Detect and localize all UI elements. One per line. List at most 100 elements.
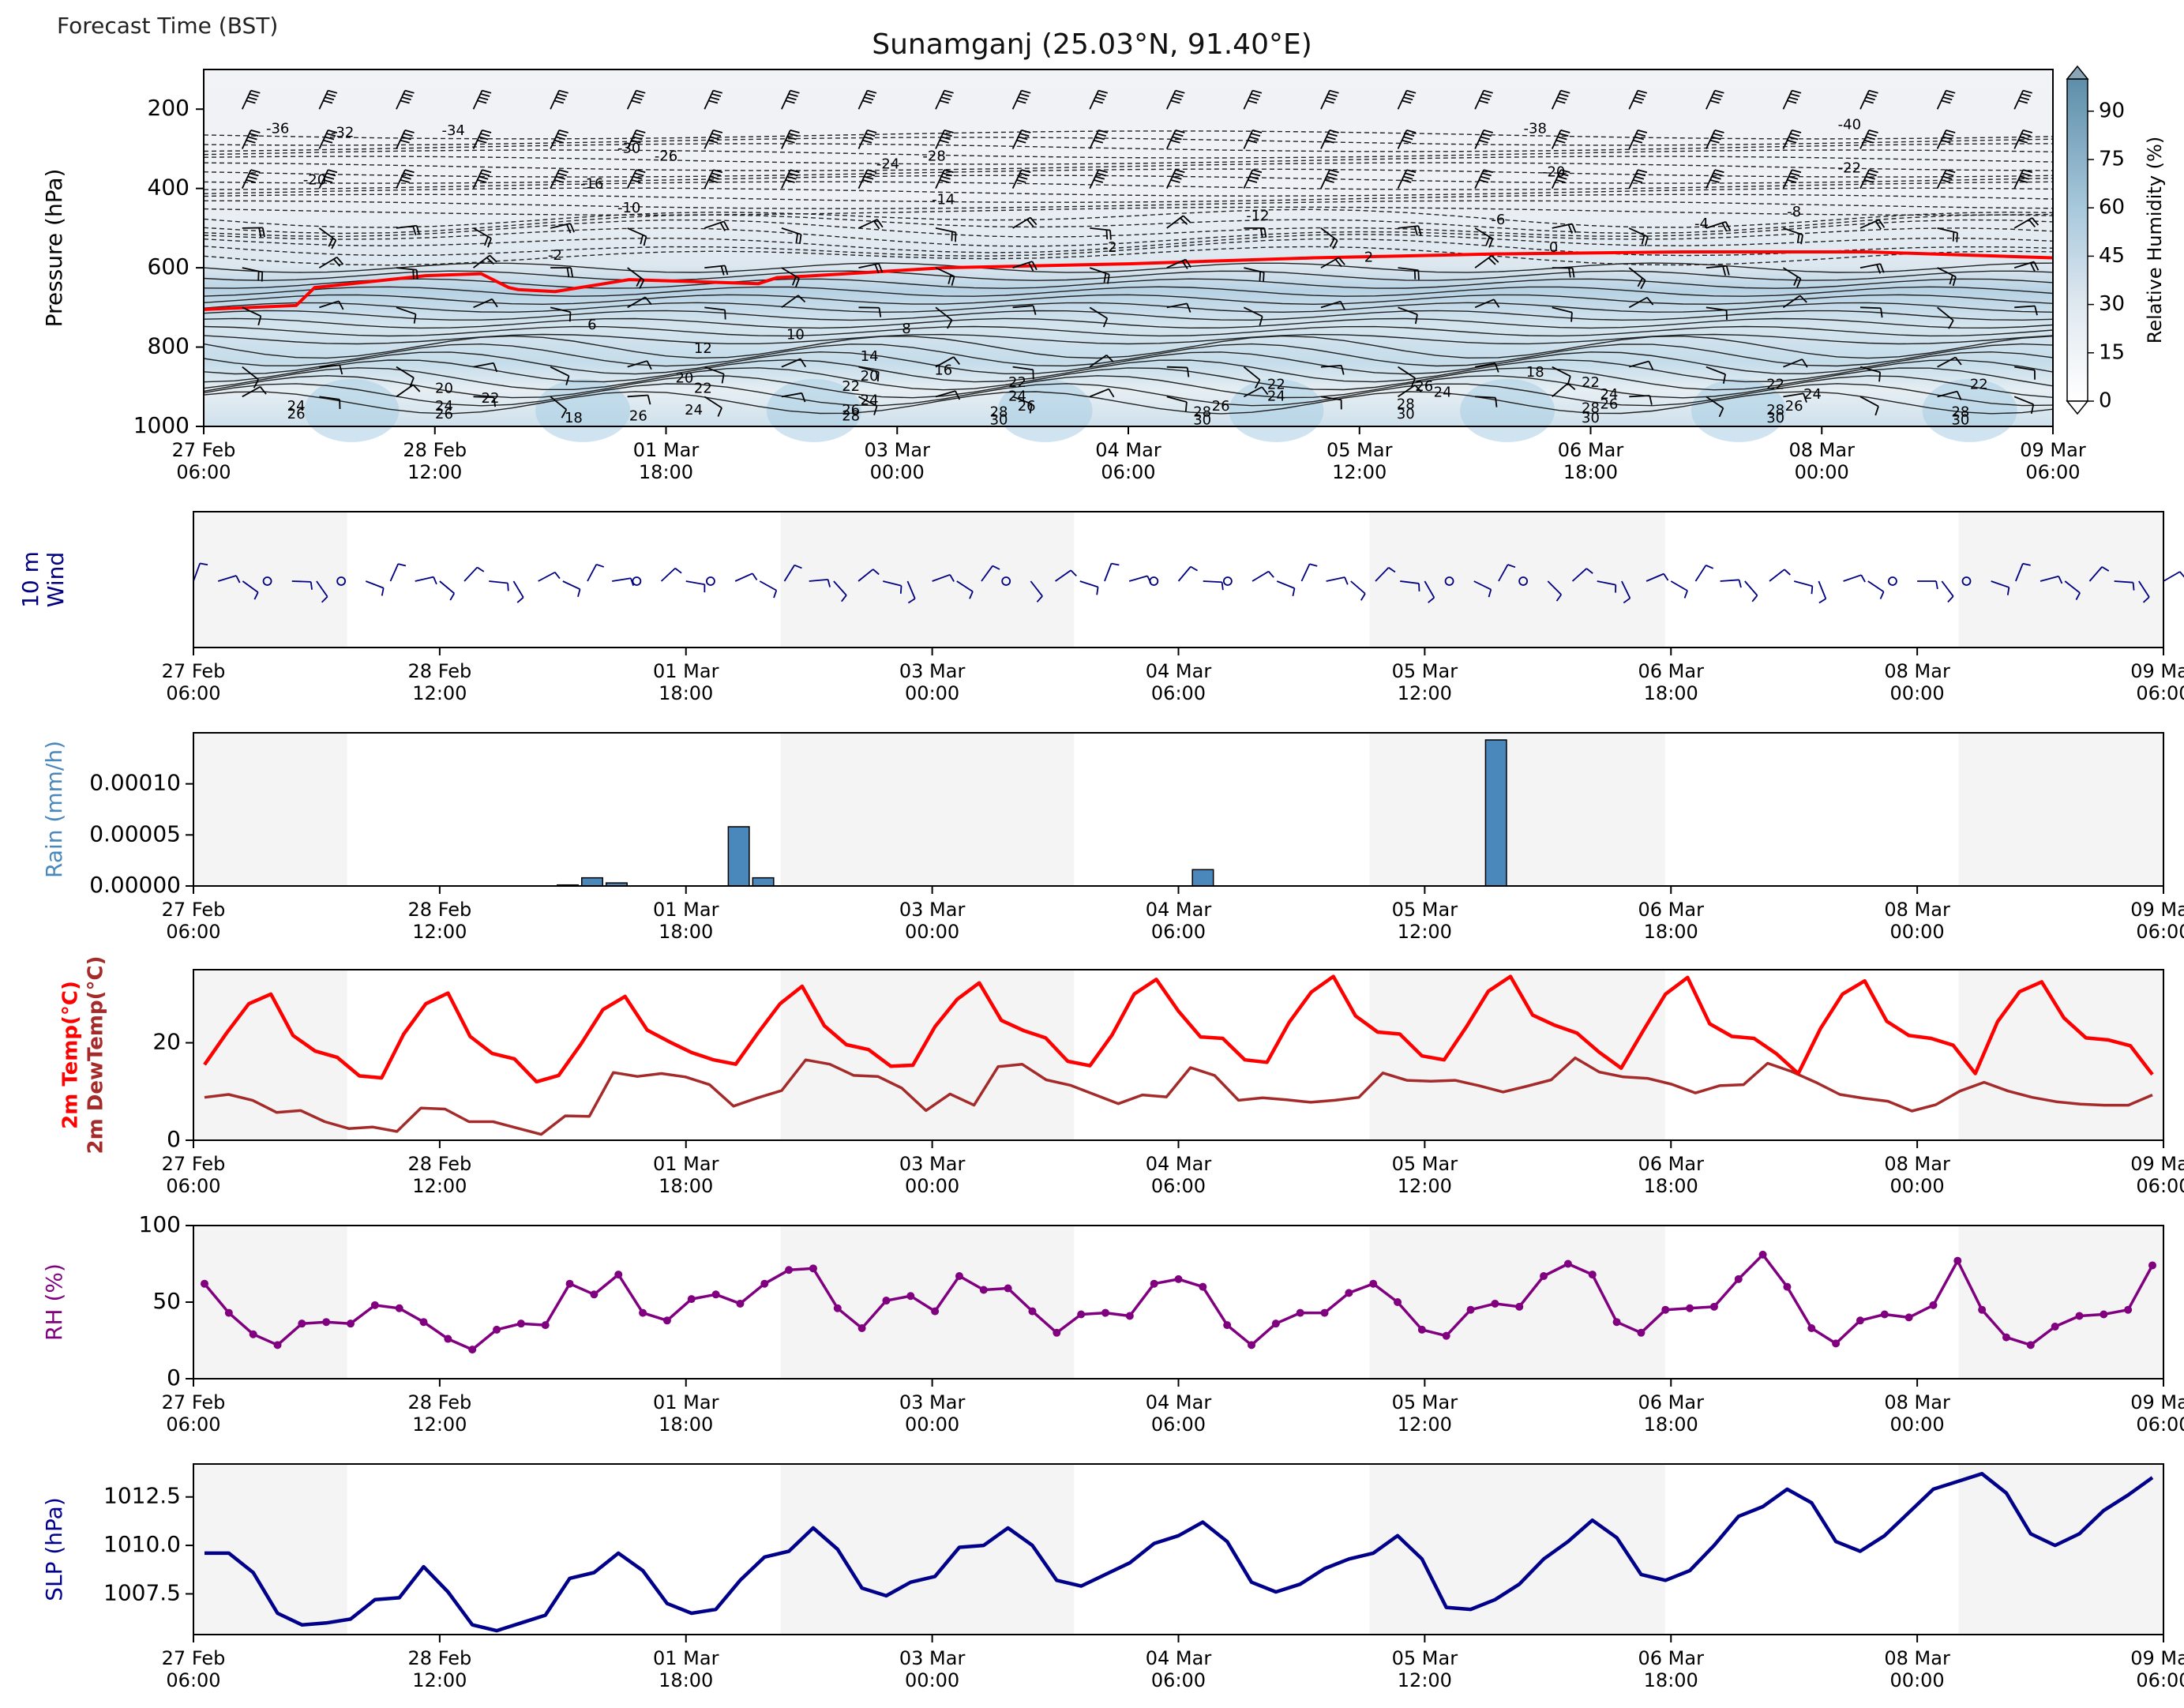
barb-flag: [1683, 590, 1688, 599]
wind-frame: [193, 511, 2164, 648]
warm-contour: [203, 302, 2054, 313]
contour-label: 12: [694, 340, 712, 357]
wind-barb: [1166, 396, 1188, 412]
contour-label: 30: [990, 411, 1008, 428]
contour-label: -8: [1787, 204, 1801, 220]
barb-flag: [876, 371, 880, 381]
rh-line: [203, 1253, 2154, 1351]
barb-flag: [723, 220, 730, 231]
contour-label: -12: [1246, 208, 1269, 224]
barb-flag: [401, 96, 411, 101]
barb-flag: [1329, 89, 1339, 94]
wind-barb: [1706, 89, 1724, 110]
surface-wind-barb: [316, 580, 328, 603]
barb-shaft: [512, 580, 524, 599]
barb-shaft: [858, 396, 878, 407]
surface-wind-barb: [1597, 580, 1617, 593]
contour-label: -14: [932, 192, 955, 208]
wind-barb: [1089, 267, 1110, 284]
barb-shaft: [193, 563, 201, 582]
barb-flag: [1417, 270, 1420, 280]
barb-flag: [630, 577, 634, 587]
barb-flag: [1718, 407, 1724, 418]
barb-flag: [1249, 175, 1259, 180]
contour-label: 26: [1600, 396, 1618, 412]
barb-flag: [791, 276, 797, 286]
barb-flag: [328, 130, 338, 133]
barb-flag: [1410, 377, 1417, 388]
barb-shaft: [1571, 568, 1587, 582]
surface-wind-barb: [1104, 562, 1120, 582]
barb-flag: [1559, 172, 1569, 177]
barb-flag: [1952, 276, 1957, 287]
barb-flag: [1324, 99, 1334, 104]
barb-flag: [1567, 224, 1573, 234]
barb-flag: [708, 178, 719, 183]
cold-contour: [203, 181, 2054, 190]
barb-flag: [516, 596, 524, 603]
temp-xtick-time: 18:00: [1644, 1175, 1698, 1197]
colorbar-label: Relative Humidity (%): [2144, 137, 2166, 343]
cold-contour: [203, 156, 2054, 165]
barb-flag: [713, 169, 723, 174]
barb-flag: [1184, 401, 1188, 412]
rain-ytick-label: 0.00000: [89, 872, 181, 898]
wind-barb: [1628, 130, 1648, 149]
barb-flag: [1709, 139, 1720, 144]
rh-night-band: [1958, 1226, 2163, 1379]
barb-shaft: [2040, 575, 2059, 582]
cs-xtick-time: 12:00: [1332, 461, 1387, 483]
barb-flag: [253, 591, 259, 600]
barb-shaft: [1089, 388, 1109, 398]
barb-flag: [336, 257, 344, 265]
barb-flag: [1326, 96, 1336, 101]
barb-flag: [1944, 133, 1954, 137]
contour-label: 26: [629, 407, 647, 424]
barb-flag: [1021, 130, 1031, 133]
barb-shaft: [704, 366, 725, 375]
barb-flag: [1868, 89, 1878, 94]
cb-tick-label: 75: [2099, 148, 2125, 171]
barb-flag: [864, 175, 874, 180]
barb-shaft: [627, 360, 647, 368]
barb-flag: [1263, 272, 1265, 282]
rain-xtick-time: 12:00: [1398, 921, 1452, 943]
surface-wind-barb: [562, 580, 581, 598]
wind-barb: [1243, 306, 1263, 326]
wind-xtick-time: 00:00: [1890, 682, 1945, 704]
wind-barb: [1629, 360, 1654, 370]
barb-flag: [1709, 99, 1720, 104]
contour-label: -36: [266, 120, 289, 137]
barb-flag: [1648, 361, 1654, 370]
barb-flag: [1170, 99, 1180, 104]
wind-barb: [627, 227, 647, 246]
barb-shaft: [1398, 306, 1418, 316]
surface-wind-barb: [1030, 580, 1043, 602]
contour-label: 20: [861, 368, 879, 385]
cs-ytick-label: 800: [148, 333, 190, 359]
rh-night-band: [1369, 1226, 1665, 1379]
barb-flag: [328, 89, 338, 94]
barb-shaft: [1012, 305, 1034, 309]
barb-flag: [246, 178, 256, 183]
barb-shaft: [809, 579, 828, 582]
slp-ytick-label: 1010.0: [103, 1531, 181, 1557]
barb-flag: [1863, 178, 1874, 183]
barb-flag: [250, 89, 261, 94]
barb-flag: [1863, 139, 1874, 144]
barb-flag: [2020, 96, 2030, 101]
barb-shaft: [935, 356, 955, 368]
contour-label: 20: [435, 380, 453, 396]
warm-contour: [203, 270, 2054, 281]
barb-shaft: [883, 580, 902, 587]
barb-flag: [1638, 130, 1648, 133]
barb-flag: [899, 585, 902, 594]
wind-barb: [704, 169, 723, 190]
wind-barb: [1552, 306, 1573, 322]
warm-contour: [203, 335, 2054, 359]
barb-flag: [867, 169, 877, 174]
barb-flag: [338, 300, 344, 310]
barb-flag: [1560, 130, 1570, 133]
temp-xtick-date: 04 Mar: [1146, 1153, 1212, 1175]
barb-flag: [1095, 136, 1105, 141]
